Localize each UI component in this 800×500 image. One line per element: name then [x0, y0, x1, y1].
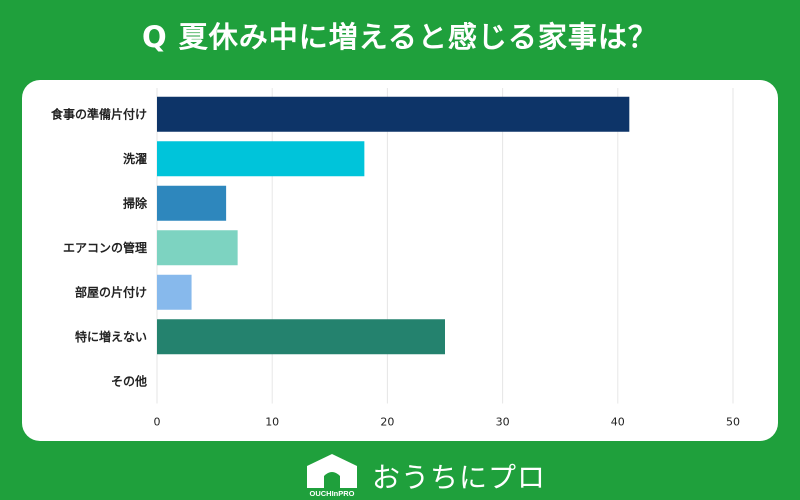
grid-lines: [156, 88, 734, 404]
category-label-3: エアコンの管理: [63, 240, 147, 255]
category-label-5: 特に増えない: [75, 329, 147, 344]
chart-panel: 食事の準備片付け洗濯掃除エアコンの管理部屋の片付け 特に増えないその他 0 10 20…: [22, 80, 778, 441]
x-tick-labels: 0 10 20 30 40 50: [154, 416, 741, 429]
bar-5: [157, 319, 445, 355]
x-tick-label-2: 20: [380, 416, 394, 429]
x-tick-label-3: 30: [496, 416, 510, 429]
house-logo-icon: OUCHInPRO: [307, 454, 357, 498]
category-label-1: 洗濯: [123, 151, 147, 166]
bar-4: [157, 274, 192, 310]
bar-1: [157, 141, 365, 177]
category-label-0: 食事の準備片付け: [50, 106, 147, 121]
bar-0: [157, 96, 630, 132]
x-tick-label-0: 0: [154, 416, 161, 429]
x-tick-label-5: 50: [726, 416, 740, 429]
x-tick-label-1: 10: [265, 416, 279, 429]
category-label-2: 掃除: [123, 195, 148, 210]
brand-name: おうちにプロ: [372, 461, 547, 494]
x-tick-label-4: 40: [611, 416, 625, 429]
chart-title: Q 夏休み中に増えると感じる家事は？: [142, 20, 658, 54]
category-label-4: 部屋の片付け: [75, 284, 147, 299]
bar-3: [157, 230, 238, 266]
bar-2: [157, 185, 227, 221]
bars: [157, 96, 630, 355]
category-label-6: その他: [111, 373, 147, 388]
logo-text: OUCHInPRO: [310, 489, 355, 498]
footer: OUCHInPRO おうちにプロ: [0, 450, 800, 498]
